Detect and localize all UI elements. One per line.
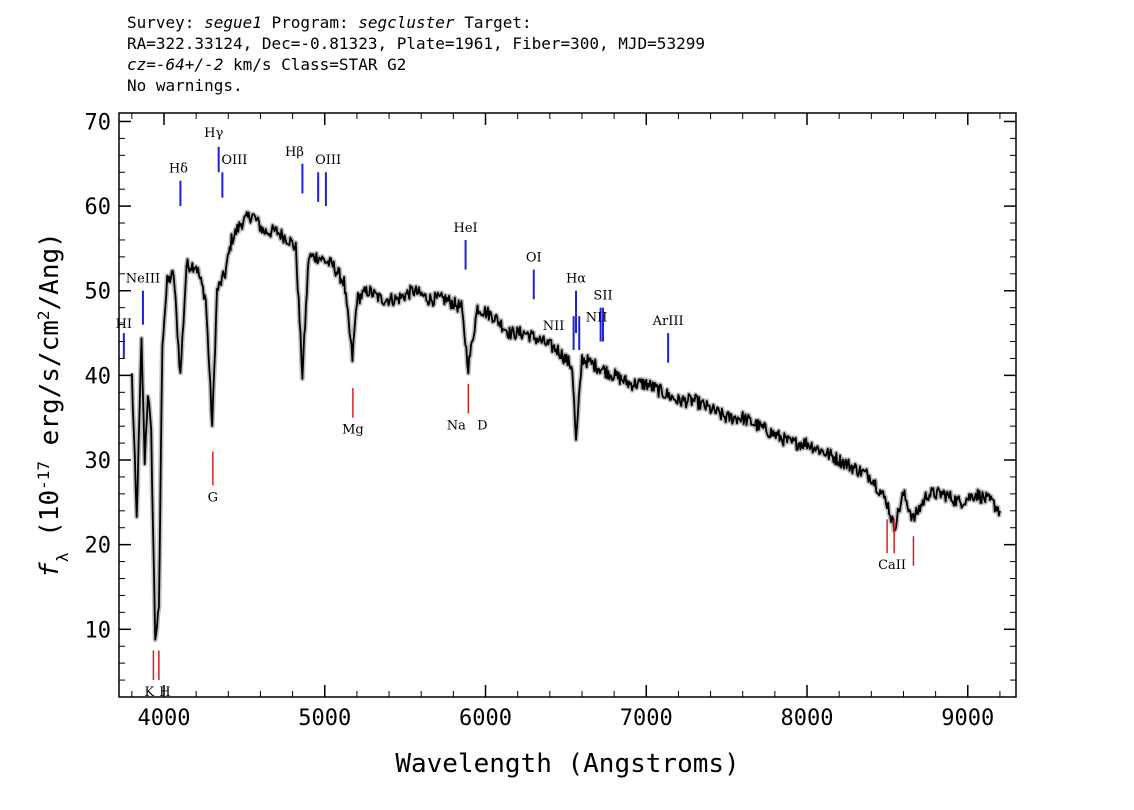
header-line-1: Survey: segue1 Program: segcluster Targe… [127,12,705,33]
x-axis-label: Wavelength (Angstroms) [395,749,739,779]
spectral-line-markers: HINeIIIHδHγOIIIHβOIIIHeIOINIIHαNIISIIArI… [116,126,915,700]
y-tick-label: 30 [85,449,112,474]
x-tick-label: 5000 [298,706,351,731]
emission-line-label: NeIII [126,272,160,287]
absorption-line-label: H [159,685,170,700]
y-axis-label: fλ (10-17 erg/s/cm2/Ang) [34,232,72,578]
y-tick-label: 10 [85,618,112,643]
flux-line [131,211,1001,641]
x-tick-label: 9000 [941,706,994,731]
spectrum-header: Survey: segue1 Program: segcluster Targe… [127,12,705,96]
emission-line-label: Hδ [169,162,188,177]
absorption-line-label: K [145,685,155,700]
emission-line-label: NII [586,311,608,326]
x-tick-label: 8000 [781,706,834,731]
absorption-line-label: Mg [342,423,364,438]
program-value: segcluster [358,13,455,32]
emission-line-label: NII [543,319,565,334]
y-tick-label: 70 [85,110,112,135]
y-tick-label: 60 [85,195,112,220]
absorption-line-label: G [208,490,218,505]
absorption-line-label: D [477,418,487,433]
emission-line-label: Hγ [204,126,223,141]
emission-line-label: HeI [453,221,477,236]
survey-value: segue1 [204,13,262,32]
class-value: km/s Class=STAR G2 [223,55,407,74]
emission-line-label: OIII [315,153,341,168]
emission-line-label: OI [526,251,542,266]
program-label: Program: [271,13,349,32]
cz-value: cz=-64+/-2 [127,55,224,74]
emission-line-label: Hα [566,272,586,287]
absorption-line-label: CaII [878,558,906,573]
x-tick-label: 7000 [620,706,673,731]
header-line-4: No warnings. [127,76,243,95]
absorption-line-label: Na [447,418,466,433]
axis-ticks: 4000 5000 6000 7000 8000 9000 10 20 30 40 50 60 70 [85,110,1016,731]
emission-line-label: OIII [221,153,247,168]
emission-line-label: ArIII [652,314,684,329]
x-tick-label: 4000 [138,706,191,731]
emission-line-label: SII [593,289,612,304]
y-tick-label: 40 [85,364,112,389]
y-tick-label: 20 [85,534,112,559]
y-tick-label: 50 [85,280,112,305]
target-label: Target: [464,13,532,32]
emission-line-label: Hβ [285,145,304,160]
flux-layer [131,211,1001,641]
x-tick-label: 6000 [459,706,512,731]
header-line-2: RA=322.33124, Dec=-0.81323, Plate=1961, … [127,34,705,53]
header-line-3: cz=-64+/-2 km/s Class=STAR G2 [127,54,705,75]
plot-frame [118,112,1017,698]
survey-label: Survey: [127,13,195,32]
